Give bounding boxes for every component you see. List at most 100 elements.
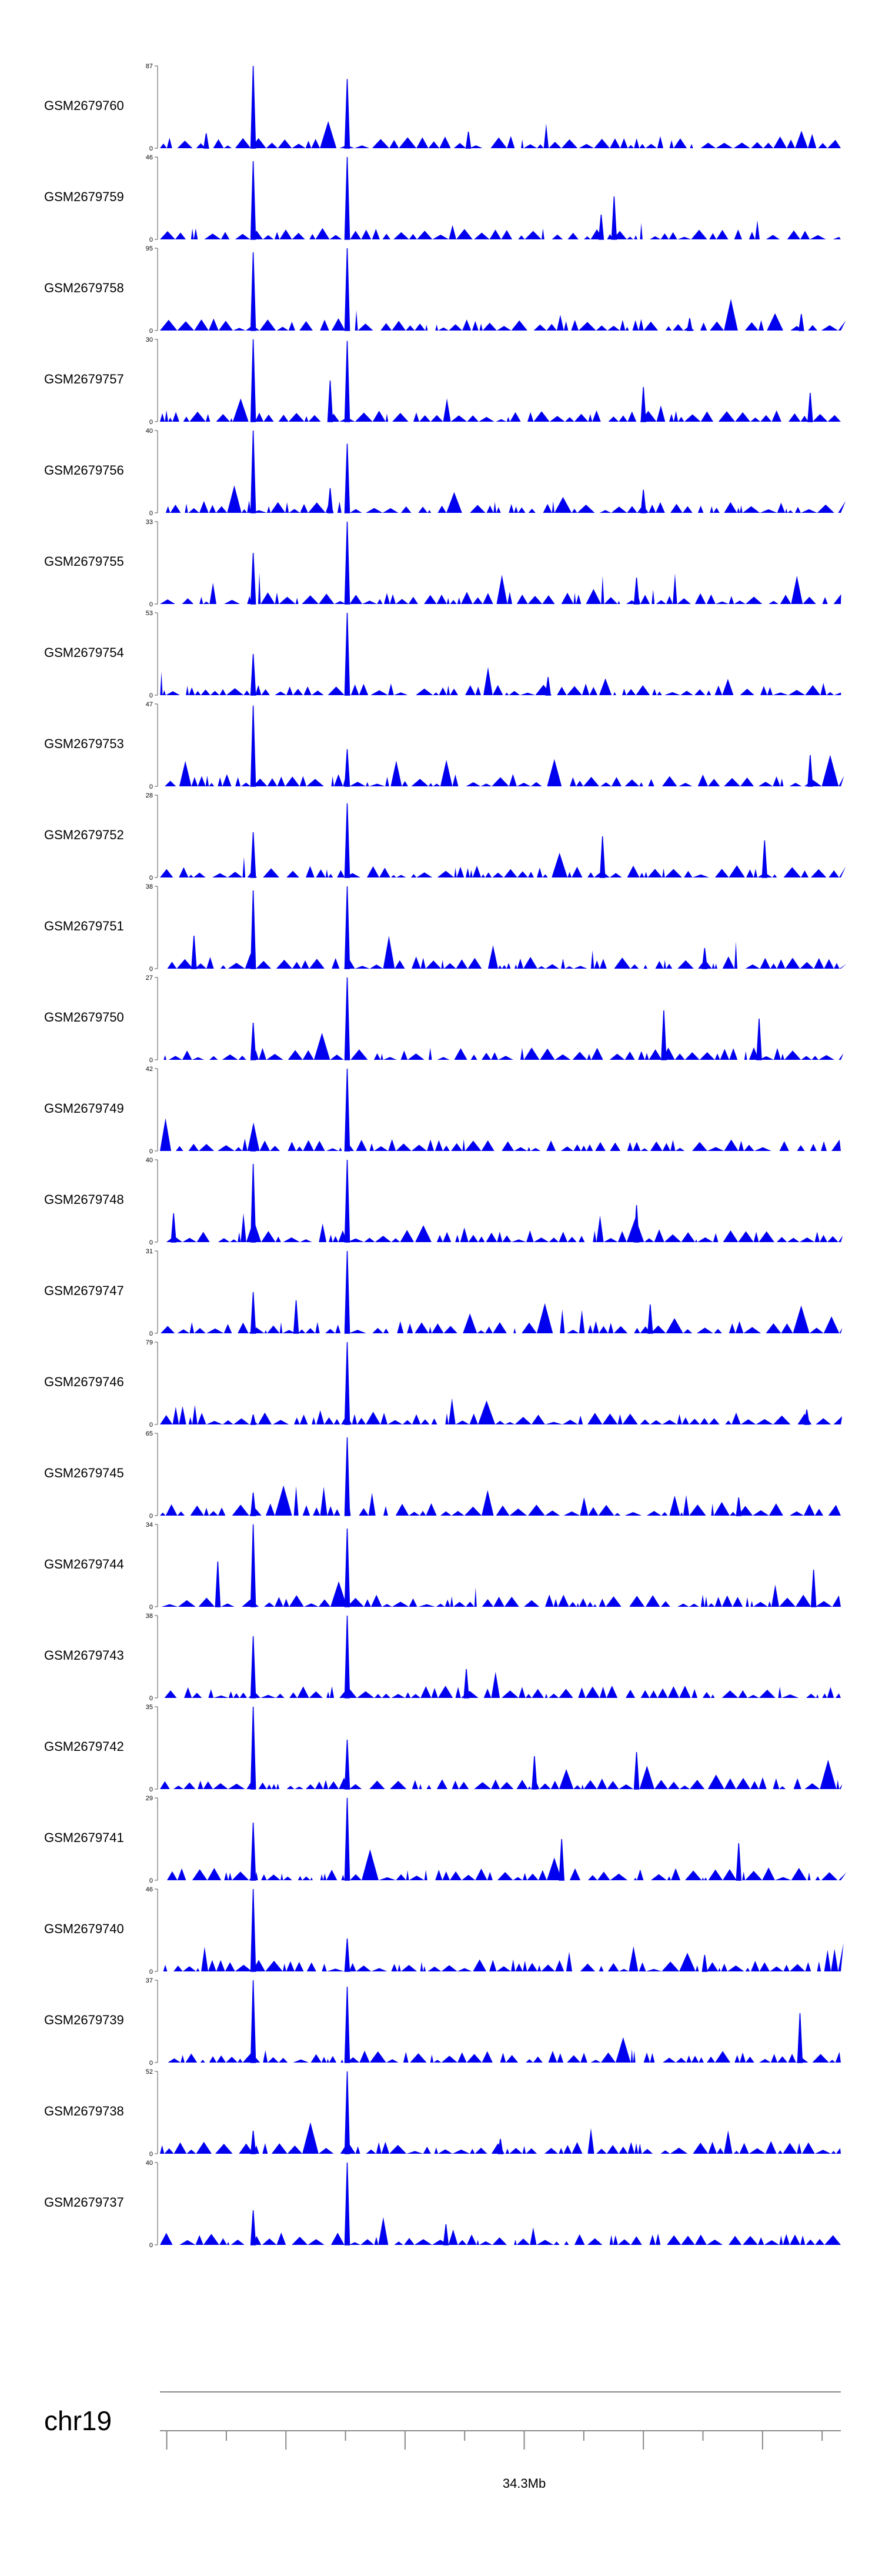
coverage-peak bbox=[344, 749, 350, 787]
y-max-label: 40 bbox=[146, 428, 153, 435]
coverage-peak bbox=[344, 521, 350, 605]
track-label: GSM2679741 bbox=[44, 1830, 124, 1845]
coverage-peak bbox=[203, 133, 209, 149]
coverage-peak bbox=[344, 1250, 350, 1334]
track: GSM2679740 46 0 bbox=[44, 1886, 844, 1976]
y-max-label: 33 bbox=[146, 519, 153, 526]
y-min-label: 0 bbox=[149, 966, 153, 973]
coverage-peak bbox=[250, 65, 256, 149]
coverage-peak bbox=[344, 1938, 350, 1972]
coverage-area bbox=[160, 2217, 841, 2245]
track-label: GSM2679744 bbox=[44, 1557, 124, 1571]
coverage-area bbox=[160, 1118, 841, 1151]
track-label: GSM2679755 bbox=[44, 554, 124, 569]
y-max-label: 30 bbox=[146, 336, 153, 343]
coverage-area bbox=[160, 1213, 843, 1242]
coverage-peak bbox=[293, 1300, 299, 1334]
coverage-peak bbox=[810, 1569, 817, 1607]
coverage-peak bbox=[344, 1987, 350, 2063]
coverage-peak bbox=[807, 755, 813, 787]
coverage-peak bbox=[250, 2130, 256, 2154]
coverage-peak bbox=[598, 214, 604, 240]
y-min-label: 0 bbox=[149, 1968, 153, 1976]
coverage-peak bbox=[250, 1414, 256, 1425]
coverage-peak bbox=[250, 161, 256, 240]
coverage-area bbox=[160, 755, 844, 786]
coverage-peak bbox=[761, 840, 768, 878]
y-min-label: 0 bbox=[149, 510, 153, 517]
track: GSM2679739 37 0 bbox=[44, 1977, 841, 2067]
coverage-peak bbox=[756, 1018, 762, 1060]
y-max-label: 95 bbox=[146, 245, 153, 252]
coverage-peak bbox=[250, 1706, 256, 1790]
ideogram-ticks bbox=[166, 2431, 823, 2450]
coverage-peak bbox=[640, 387, 647, 422]
track: GSM2679753 47 0 bbox=[44, 701, 844, 790]
coverage-peak bbox=[344, 1615, 350, 1699]
y-min-label: 0 bbox=[149, 1604, 153, 1611]
coverage-tracks: GSM2679760870GSM2679759460GSM2679758950G… bbox=[44, 63, 847, 2249]
coverage-peak bbox=[344, 803, 350, 878]
coverage-area bbox=[160, 1849, 847, 1880]
y-min-label: 0 bbox=[149, 1695, 153, 1702]
track: GSM2679754 53 0 bbox=[44, 610, 841, 699]
track-label: GSM2679745 bbox=[44, 1466, 124, 1480]
y-min-label: 0 bbox=[149, 1422, 153, 1429]
y-max-label: 37 bbox=[146, 1977, 153, 1984]
coverage-peak bbox=[633, 578, 640, 605]
coverage-peak bbox=[599, 836, 606, 878]
coverage-area bbox=[160, 1303, 843, 1333]
coverage-peak bbox=[250, 2210, 256, 2245]
coverage-area bbox=[160, 1398, 843, 1424]
y-max-label: 27 bbox=[146, 975, 153, 982]
coverage-area bbox=[160, 299, 846, 331]
coverage-peak bbox=[344, 341, 350, 422]
coverage-area bbox=[160, 1581, 841, 1607]
coverage-peak bbox=[191, 935, 197, 969]
coverage-peak bbox=[344, 612, 350, 696]
y-min-label: 0 bbox=[149, 692, 153, 699]
y-min-label: 0 bbox=[149, 783, 153, 790]
track: GSM2679758 95 0 bbox=[44, 245, 846, 335]
track-label: GSM2679747 bbox=[44, 1283, 124, 1298]
coverage-peak bbox=[250, 1163, 256, 1243]
y-min-label: 0 bbox=[149, 1057, 153, 1064]
coverage-area bbox=[160, 1671, 841, 1698]
coverage-peak bbox=[344, 1068, 350, 1152]
track-label: GSM2679754 bbox=[44, 645, 124, 660]
coverage-peak bbox=[250, 1822, 256, 1881]
y-max-label: 34 bbox=[146, 1521, 153, 1529]
coverage-peak bbox=[497, 2138, 503, 2154]
coverage-peak bbox=[344, 1159, 350, 1243]
y-max-label: 35 bbox=[146, 1704, 153, 1711]
coverage-area bbox=[160, 220, 841, 239]
coverage-peak bbox=[250, 1492, 256, 1516]
y-min-label: 0 bbox=[149, 1148, 153, 1155]
coverage-area bbox=[160, 1033, 844, 1060]
coverage-peak bbox=[344, 79, 350, 149]
coverage-peak bbox=[344, 1739, 350, 1790]
coverage-peak bbox=[545, 677, 551, 696]
track: GSM2679747 31 0 bbox=[44, 1248, 843, 1337]
y-min-label: 0 bbox=[149, 1330, 153, 1337]
coverage-peak bbox=[686, 318, 693, 331]
track: GSM2679743 38 0 bbox=[44, 1613, 841, 1702]
coverage-peak bbox=[344, 977, 350, 1060]
y-max-label: 42 bbox=[146, 1066, 153, 1073]
coverage-peak bbox=[701, 947, 708, 969]
track-label: GSM2679739 bbox=[44, 2013, 124, 2027]
coverage-peak bbox=[344, 443, 350, 513]
coverage-peak bbox=[344, 1528, 350, 1607]
coverage-peak bbox=[633, 1751, 640, 1790]
coverage-peak bbox=[532, 1756, 537, 1790]
coverage-peak bbox=[250, 339, 256, 422]
coverage-peak bbox=[250, 705, 256, 787]
chromosome-label: chr19 bbox=[44, 2405, 112, 2436]
coverage-peak bbox=[250, 1888, 256, 1972]
coverage-peak bbox=[250, 1292, 256, 1334]
coverage-peak bbox=[344, 2162, 350, 2245]
track-label: GSM2679738 bbox=[44, 2104, 124, 2118]
track: GSM2679737 40 0 bbox=[44, 2160, 841, 2249]
track: GSM2679757 30 0 bbox=[44, 336, 841, 426]
y-min-label: 0 bbox=[149, 2151, 153, 2158]
